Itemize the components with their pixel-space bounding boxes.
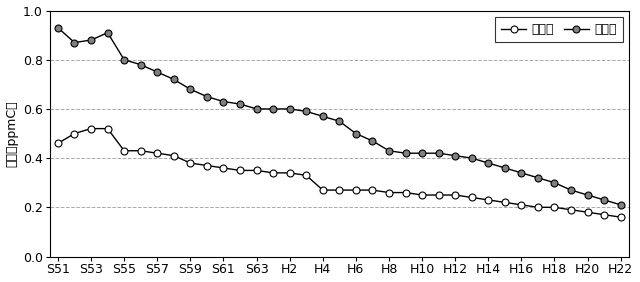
- Legend: 一般局, 自排局: 一般局, 自排局: [495, 17, 623, 42]
- 一般局: [319, 188, 326, 192]
- 一般局: [369, 188, 376, 192]
- 自排局: [104, 31, 111, 34]
- 一般局: [567, 208, 575, 212]
- 自排局: [203, 95, 211, 98]
- 一般局: [253, 169, 260, 172]
- 一般局: [104, 127, 111, 130]
- 自排局: [70, 41, 78, 44]
- 自排局: [584, 193, 591, 197]
- 一般局: [186, 161, 194, 165]
- 一般局: [220, 166, 227, 170]
- Line: 一般局: 一般局: [54, 125, 624, 221]
- 自排局: [385, 149, 393, 153]
- 自排局: [220, 100, 227, 103]
- 一般局: [468, 196, 476, 199]
- Line: 自排局: 自排局: [54, 24, 624, 208]
- 一般局: [70, 132, 78, 135]
- 一般局: [302, 174, 310, 177]
- 自排局: [369, 139, 376, 143]
- 自排局: [600, 198, 608, 202]
- 一般局: [137, 149, 145, 153]
- 一般局: [518, 203, 525, 206]
- 自排局: [269, 107, 277, 111]
- 一般局: [617, 215, 625, 219]
- 自排局: [451, 154, 459, 157]
- 自排局: [87, 38, 95, 42]
- 自排局: [54, 26, 62, 29]
- 自排局: [468, 157, 476, 160]
- 自排局: [154, 70, 161, 74]
- 一般局: [550, 206, 558, 209]
- 自排局: [518, 171, 525, 175]
- 自排局: [418, 151, 426, 155]
- 一般局: [435, 193, 442, 197]
- 自排局: [286, 107, 294, 111]
- Y-axis label: 濃度（ppmC）: 濃度（ppmC）: [6, 100, 19, 167]
- 一般局: [418, 193, 426, 197]
- 自排局: [617, 203, 625, 206]
- 自排局: [335, 120, 343, 123]
- 一般局: [501, 201, 509, 204]
- 一般局: [402, 191, 410, 194]
- 一般局: [584, 211, 591, 214]
- 一般局: [154, 151, 161, 155]
- 自排局: [402, 151, 410, 155]
- 自排局: [120, 58, 128, 61]
- 一般局: [203, 164, 211, 167]
- 自排局: [352, 132, 360, 135]
- 自排局: [484, 161, 492, 165]
- 一般局: [236, 169, 244, 172]
- 一般局: [269, 171, 277, 175]
- 自排局: [319, 114, 326, 118]
- 自排局: [236, 102, 244, 106]
- 一般局: [286, 171, 294, 175]
- 一般局: [54, 142, 62, 145]
- 自排局: [435, 151, 442, 155]
- 自排局: [302, 110, 310, 113]
- 自排局: [170, 78, 178, 81]
- 一般局: [335, 188, 343, 192]
- 一般局: [484, 198, 492, 202]
- 自排局: [186, 88, 194, 91]
- 自排局: [567, 188, 575, 192]
- 一般局: [385, 191, 393, 194]
- 一般局: [170, 154, 178, 157]
- 自排局: [253, 107, 260, 111]
- 一般局: [87, 127, 95, 130]
- 一般局: [352, 188, 360, 192]
- 自排局: [550, 181, 558, 184]
- 自排局: [501, 166, 509, 170]
- 一般局: [534, 206, 542, 209]
- 自排局: [534, 176, 542, 179]
- 自排局: [137, 63, 145, 66]
- 一般局: [120, 149, 128, 153]
- 一般局: [451, 193, 459, 197]
- 一般局: [600, 213, 608, 216]
